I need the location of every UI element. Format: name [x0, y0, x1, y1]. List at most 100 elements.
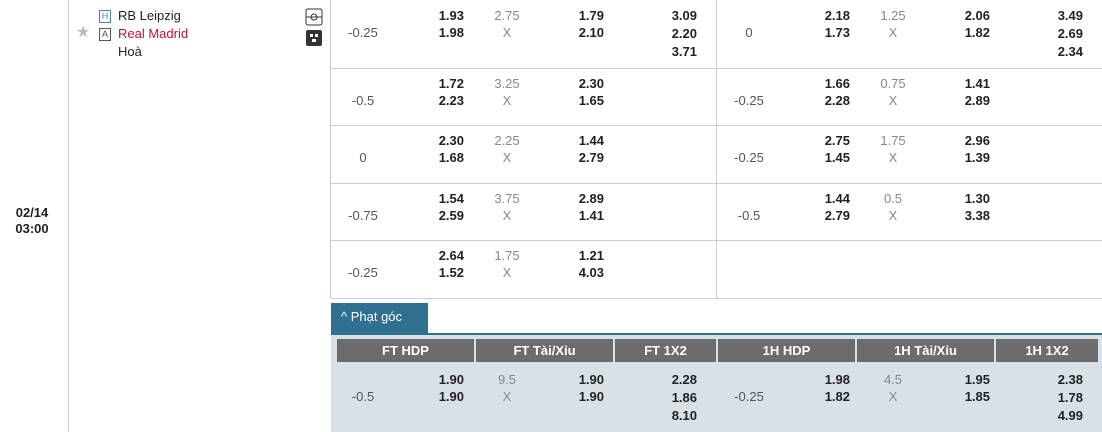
odd[interactable]: 2.28 [671, 372, 697, 387]
column-header: FT HDP [337, 339, 474, 362]
handicap: -0.5 [351, 93, 375, 108]
total-line: 1.75 [880, 133, 906, 148]
column-header: FT Tài/Xỉu [476, 339, 613, 362]
draw-symbol: X [888, 150, 898, 165]
odd[interactable]: 2.18 [824, 8, 850, 23]
odd[interactable]: 3.71 [671, 44, 697, 59]
odd[interactable]: 3.09 [671, 8, 697, 23]
handicap: 0 [359, 150, 367, 165]
odd[interactable]: 1.95 [964, 372, 990, 387]
odd[interactable]: 1.41 [964, 76, 990, 91]
divider [68, 0, 69, 432]
handicap: 0 [745, 25, 753, 40]
handicap: -0.75 [348, 208, 378, 223]
odd[interactable]: 1.68 [438, 150, 464, 165]
odd[interactable]: 3.38 [964, 208, 990, 223]
odd[interactable]: 1.72 [438, 76, 464, 91]
odd[interactable]: 2.79 [824, 208, 850, 223]
odd[interactable]: 2.64 [438, 248, 464, 263]
corner-tab-label: Phạt góc [350, 309, 403, 324]
odd[interactable]: 1.90 [578, 389, 604, 404]
away-team[interactable]: Real Madrid [118, 26, 189, 41]
favorite-star[interactable]: ★ [76, 24, 91, 41]
odd[interactable]: 4.99 [1057, 408, 1083, 423]
odd[interactable]: 2.06 [964, 8, 990, 23]
odd[interactable]: 3.49 [1057, 8, 1083, 23]
odd[interactable]: 1.90 [438, 389, 464, 404]
handicap: -0.25 [734, 389, 764, 404]
odd[interactable]: 1.52 [438, 265, 464, 280]
odd[interactable]: 2.30 [578, 76, 604, 91]
odd[interactable]: 8.10 [671, 408, 697, 423]
odd[interactable]: 2.30 [438, 133, 464, 148]
draw-symbol: X [888, 93, 898, 108]
total-line: 3.25 [494, 76, 520, 91]
odd[interactable]: 1.93 [438, 8, 464, 23]
odd[interactable]: 1.98 [438, 25, 464, 40]
draw-symbol: X [502, 208, 512, 223]
odd[interactable]: 2.23 [438, 93, 464, 108]
total-line: 2.75 [494, 8, 520, 23]
odd[interactable]: 2.89 [578, 191, 604, 206]
odd[interactable]: 1.66 [824, 76, 850, 91]
total-line: 1.25 [880, 8, 906, 23]
draw-symbol: X [502, 389, 512, 404]
handicap: -0.25 [348, 25, 378, 40]
odd[interactable]: 2.10 [578, 25, 604, 40]
total-line: 0.5 [883, 191, 903, 206]
odd[interactable]: 1.30 [964, 191, 990, 206]
handicap: -0.25 [734, 93, 764, 108]
odd[interactable]: 2.20 [671, 26, 697, 41]
odd[interactable]: 1.90 [438, 372, 464, 387]
odd[interactable]: 1.41 [578, 208, 604, 223]
odd[interactable]: 1.82 [824, 389, 850, 404]
corner-tab[interactable]: ^ Phạt góc [331, 303, 428, 333]
odd[interactable]: 1.86 [671, 390, 697, 405]
match-time: 03:00 [15, 221, 49, 236]
match-date: 02/14 [15, 205, 49, 220]
odd[interactable]: 2.59 [438, 208, 464, 223]
column-header: 1H Tài/Xỉu [857, 339, 994, 362]
odd[interactable]: 1.54 [438, 191, 464, 206]
away-tag: A [99, 28, 111, 41]
odd[interactable]: 1.73 [824, 25, 850, 40]
odd[interactable]: 1.44 [824, 191, 850, 206]
odd[interactable]: 2.75 [824, 133, 850, 148]
odd[interactable]: 2.89 [964, 93, 990, 108]
odd[interactable]: 2.34 [1057, 44, 1083, 59]
icons[interactable] [305, 8, 323, 48]
odd[interactable]: 1.44 [578, 133, 604, 148]
total-line: 2.25 [494, 133, 520, 148]
odd[interactable]: 2.38 [1057, 372, 1083, 387]
odd[interactable]: 1.45 [824, 150, 850, 165]
divider [330, 0, 331, 298]
odd[interactable]: 1.79 [578, 8, 604, 23]
home-tag: H [99, 10, 111, 23]
odd[interactable]: 2.96 [964, 133, 990, 148]
odd[interactable]: 2.79 [578, 150, 604, 165]
odd[interactable]: 1.21 [578, 248, 604, 263]
odd[interactable]: 2.28 [824, 93, 850, 108]
draw-symbol: X [502, 93, 512, 108]
row-divider [330, 298, 1102, 299]
column-header: 1H HDP [718, 339, 855, 362]
odd[interactable]: 1.82 [964, 25, 990, 40]
odd[interactable]: 2.69 [1057, 26, 1083, 41]
row-divider [330, 68, 1102, 69]
divider [716, 0, 717, 298]
odd[interactable]: 1.90 [578, 372, 604, 387]
odd[interactable]: 4.03 [578, 265, 604, 280]
home-team[interactable]: RB Leipzig [118, 8, 181, 23]
odd[interactable]: 1.98 [824, 372, 850, 387]
row-divider [330, 125, 1102, 126]
total-line: 0.75 [880, 76, 906, 91]
draw-label: Hoà [118, 44, 142, 59]
total-line: 3.75 [494, 191, 520, 206]
odd[interactable]: 1.39 [964, 150, 990, 165]
odd[interactable]: 1.85 [964, 389, 990, 404]
total-line: 9.5 [497, 372, 517, 387]
odd[interactable]: 1.65 [578, 93, 604, 108]
odd[interactable]: 1.78 [1057, 390, 1083, 405]
handicap: -0.5 [351, 389, 375, 404]
